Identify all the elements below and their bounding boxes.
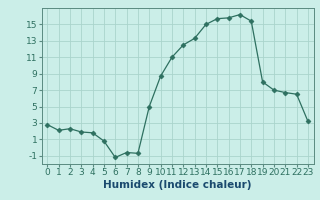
X-axis label: Humidex (Indice chaleur): Humidex (Indice chaleur) — [103, 180, 252, 190]
